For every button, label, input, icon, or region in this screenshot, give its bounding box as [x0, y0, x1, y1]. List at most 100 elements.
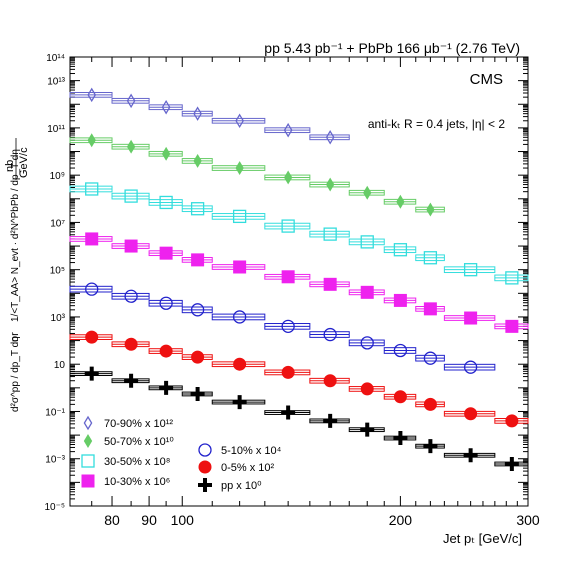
marker — [190, 303, 205, 317]
marker — [323, 374, 337, 388]
series-0 — [69, 87, 350, 145]
marker — [232, 209, 247, 224]
marker — [281, 319, 295, 334]
marker — [464, 407, 478, 421]
marker — [393, 293, 407, 307]
marker — [233, 357, 247, 371]
marker — [426, 202, 435, 217]
marker — [159, 380, 174, 395]
marker — [323, 277, 337, 291]
marker — [325, 130, 335, 145]
marker — [198, 460, 212, 474]
marker — [281, 365, 295, 379]
marker — [87, 133, 96, 148]
marker — [235, 113, 244, 129]
y-tick-label: 10⁻³ — [45, 455, 65, 466]
marker — [281, 219, 295, 233]
axes: 10⁻⁵ 10⁻³ 10⁻¹ 10 10³ 10⁵ 10⁷ 10⁹ 10¹¹ 10¹³ 10¹⁴ 80… — [44, 53, 539, 528]
x-tick-label: 90 — [141, 512, 157, 528]
marker — [198, 443, 212, 457]
x-tick-label: 300 — [516, 512, 540, 528]
legend-item-2: 30-50% x 10⁸ — [81, 454, 170, 468]
marker — [323, 227, 337, 241]
marker — [232, 395, 247, 410]
legend-label: 10-30% x 10⁶ — [104, 476, 170, 488]
marker — [190, 386, 205, 401]
y-tick-label: 10⁹ — [50, 171, 65, 182]
marker — [393, 390, 407, 404]
legend: 70-90% x 10¹² 50-70% x 10¹⁰ 30-50% x 10⁸ 10… — [81, 415, 282, 492]
y-title-pbpb-term: 1/<T_AA> N_evt · d²N^PbPb / dp_T dη — [10, 149, 21, 322]
legend-item-6: pp x 10⁰ — [198, 478, 262, 492]
marker — [463, 263, 478, 277]
y-tick-label: 10¹¹ — [47, 124, 65, 135]
series-6 — [69, 366, 529, 471]
marker — [360, 285, 374, 299]
data-marks — [69, 87, 529, 471]
marker — [363, 185, 372, 200]
marker — [360, 235, 374, 249]
marker — [85, 330, 99, 344]
x-tick-label: 80 — [104, 512, 120, 528]
marker — [283, 122, 293, 138]
x-tick-label: 200 — [389, 512, 413, 528]
y-tick-label: 10⁻¹ — [45, 407, 65, 418]
legend-label: 0-5% x 10² — [221, 462, 275, 474]
series-5 — [69, 330, 529, 428]
marker — [193, 153, 202, 168]
marker — [281, 270, 295, 284]
marker — [193, 106, 202, 121]
marker — [423, 397, 437, 411]
marker — [463, 360, 478, 374]
chart-title: pp 5.43 pb⁻¹ + PbPb 166 μb⁻¹ (2.76 TeV) — [264, 40, 520, 56]
marker — [505, 414, 519, 428]
legend-label: pp x 10⁰ — [221, 480, 262, 492]
marker — [85, 232, 99, 246]
marker — [124, 373, 139, 388]
marker — [161, 99, 171, 115]
x-tick-label: 100 — [171, 512, 195, 528]
marker — [159, 246, 173, 260]
marker — [505, 271, 519, 285]
legend-label: 50-70% x 10¹⁰ — [104, 436, 174, 448]
marker — [84, 366, 99, 381]
y-tick-label: 10¹³ — [47, 77, 65, 88]
series-4 — [69, 282, 496, 374]
marker — [360, 382, 374, 396]
marker — [393, 431, 408, 446]
marker — [124, 289, 138, 303]
y-tick-label: 10 — [54, 360, 66, 371]
marker — [323, 327, 337, 342]
marker — [83, 415, 93, 431]
y-title-or: or — [9, 332, 21, 342]
marker — [191, 350, 205, 364]
marker — [81, 454, 95, 468]
marker — [396, 194, 405, 209]
y-title-pp-term: d²σ^pp / dp_T dη — [10, 336, 21, 412]
jet-label: anti-kₜ R = 0.4 jets, |η| < 2 — [368, 117, 506, 131]
marker — [325, 177, 335, 192]
marker — [283, 170, 293, 185]
marker — [393, 343, 408, 358]
marker — [161, 146, 171, 161]
y-axis-title: d²σ^pp / dp_T dη or 1/<T_AA> N_evt · d²N… — [4, 138, 30, 412]
y-tick-label: 10⁷ — [50, 218, 65, 229]
marker — [360, 336, 374, 350]
marker — [198, 478, 212, 492]
marker — [423, 351, 438, 365]
cms-label: CMS — [470, 71, 503, 88]
marker — [504, 456, 519, 471]
legend-label: 70-90% x 10¹² — [104, 418, 173, 430]
marker — [191, 253, 205, 267]
marker — [83, 434, 93, 448]
marker — [126, 139, 136, 154]
marker — [323, 413, 338, 428]
marker — [159, 344, 173, 358]
marker — [87, 87, 97, 103]
marker — [360, 422, 375, 437]
y-title-unit-top: nb — [4, 160, 16, 172]
marker — [423, 251, 438, 265]
legend-label: 5-10% x 10⁴ — [221, 445, 282, 457]
marker — [505, 319, 519, 333]
marker — [393, 243, 408, 257]
